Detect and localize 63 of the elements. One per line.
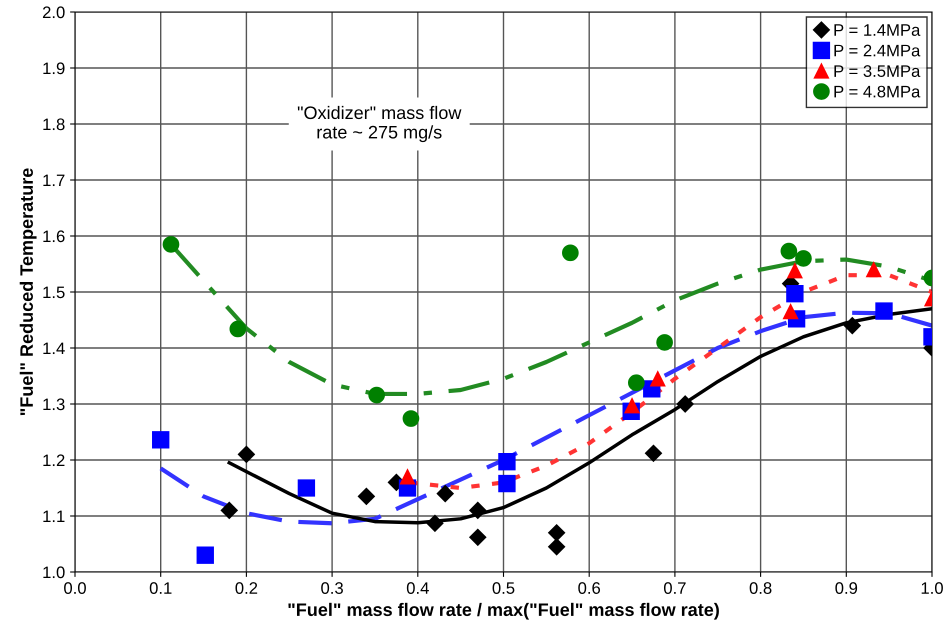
y-tick-label: 1.5: [43, 286, 65, 298]
y-tick-label: 1.6: [43, 230, 65, 242]
x-tick-label: 0.9: [835, 582, 858, 594]
y-tick-label: 1.7: [43, 174, 64, 186]
point: [238, 446, 255, 463]
point: [220, 502, 238, 519]
y-tick-label: 1.2: [43, 454, 64, 466]
x-tick-label: 0.7: [664, 582, 686, 594]
legend-label: P = 1.4MPa: [834, 24, 920, 36]
point: [875, 302, 893, 320]
y-tick-label: 1.1: [43, 510, 64, 522]
point: [298, 479, 316, 497]
point: [562, 244, 579, 262]
legend-label: P = 3.5MPa: [834, 65, 920, 77]
y-tick-label: 1.8: [43, 118, 65, 130]
point: [436, 485, 454, 502]
y-tick-label: 1.4: [43, 342, 65, 354]
point: [786, 285, 804, 302]
y-tick-label: 1.0: [43, 566, 65, 578]
point: [469, 502, 486, 519]
point: [498, 453, 516, 470]
point: [196, 546, 214, 564]
point: [229, 320, 246, 338]
point: [548, 538, 566, 556]
point: [650, 371, 666, 386]
point: [162, 236, 180, 253]
x-tick-label: 0.0: [64, 582, 86, 594]
point: [402, 410, 420, 427]
point: [358, 488, 375, 505]
x-tick-label: 1.0: [922, 582, 943, 594]
point: [644, 444, 662, 462]
point: [498, 474, 516, 492]
x-tick-label: 0.8: [750, 582, 772, 594]
y-tick-label: 1.9: [43, 62, 64, 74]
y-axis-title: "Fuel" Reduced Temperature: [20, 168, 37, 416]
point: [780, 242, 798, 260]
x-tick-label: 0.6: [578, 582, 600, 594]
x-tick-label: 0.4: [406, 582, 429, 594]
point: [368, 386, 385, 404]
y-tick-label: 2.0: [42, 6, 65, 18]
point: [844, 317, 861, 334]
point: [656, 334, 673, 351]
point: [795, 250, 812, 267]
x-tick-label: 0.5: [492, 582, 514, 594]
point: [400, 469, 416, 484]
annotation: "Oxidizer" mass flow rate ~ 275 mg/s: [298, 106, 462, 142]
x-tick-label: 0.1: [150, 582, 172, 594]
point: [548, 524, 566, 542]
point: [426, 514, 444, 532]
point: [787, 263, 803, 278]
point: [469, 528, 486, 546]
point: [782, 304, 798, 320]
point: [152, 431, 170, 449]
x-axis-title: "Fuel" mass flow rate / max("Fuel" mass flow rate): [288, 602, 719, 620]
y-tick-label: 1.3: [43, 398, 65, 410]
x-tick-label: 0.2: [235, 582, 258, 594]
x-tick-label: 0.3: [321, 582, 343, 594]
point: [676, 395, 694, 413]
point: [628, 374, 645, 392]
point: [624, 398, 640, 414]
legend-label: P = 4.8MPa: [834, 86, 920, 98]
legend-label: P = 2.4MPa: [834, 44, 920, 56]
point: [866, 262, 882, 278]
